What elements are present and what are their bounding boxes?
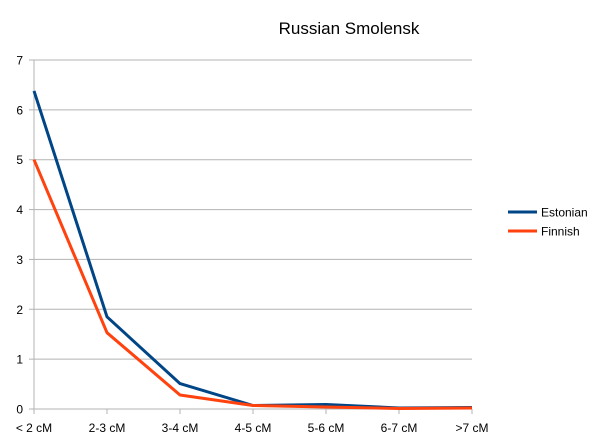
legend: Estonian Finnish — [508, 206, 588, 239]
y-tick-label: 1 — [16, 353, 23, 367]
legend-label: Estonian — [541, 206, 588, 220]
x-tick-label: 2-3 cM — [89, 421, 126, 435]
axes: 0 1 2 3 4 5 6 7 < 2 cM 2-3 cM 3-4 cM 4-5 cM 5-6 cM 6-… — [16, 54, 489, 436]
y-tick-label: 3 — [16, 253, 23, 267]
y-tick-label: 6 — [16, 103, 23, 117]
y-tick-label: 5 — [16, 153, 23, 167]
gridlines — [34, 60, 472, 409]
x-tick-label: < 2 cM — [16, 421, 52, 435]
y-tick-label: 4 — [16, 203, 23, 217]
chart-title: Russian Smolensk — [279, 19, 420, 38]
x-tick-label: 3-4 cM — [162, 421, 199, 435]
y-tick-label: 2 — [16, 303, 23, 317]
x-tick-label: 5-6 cM — [308, 421, 345, 435]
y-tick-label: 0 — [16, 403, 23, 417]
series-lines — [34, 91, 472, 409]
series-line-finnish — [34, 160, 472, 409]
legend-label: Finnish — [541, 225, 580, 239]
x-tick-label: 4-5 cM — [235, 421, 272, 435]
y-tick-label: 7 — [16, 54, 23, 68]
series-line-estonian — [34, 91, 472, 408]
x-tick-label: 6-7 cM — [381, 421, 418, 435]
x-tick-label: >7 cM — [455, 421, 488, 435]
